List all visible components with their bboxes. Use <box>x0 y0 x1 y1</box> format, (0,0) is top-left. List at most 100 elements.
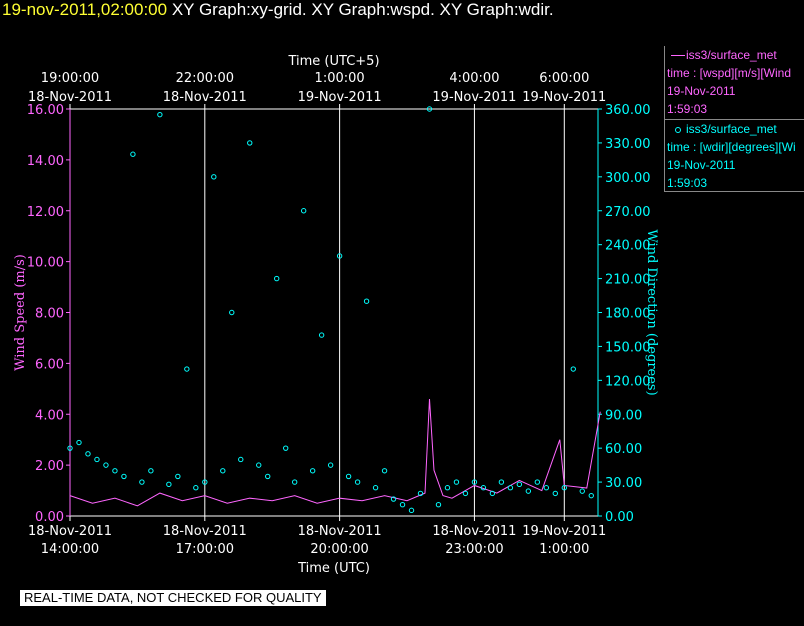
wdir-point <box>498 479 505 485</box>
top-tick-date: 18-Nov-2011 <box>163 90 247 105</box>
bottom-tick-date: 19-Nov-2011 <box>522 524 606 539</box>
left-tick-label: 16.00 <box>27 103 64 118</box>
top-tick-time: 6:00:00 <box>539 71 589 86</box>
wspd-series-line <box>69 398 601 507</box>
top-tick-time: 22:00:00 <box>176 71 234 86</box>
legend-wdir-var: time : [wdir][degrees][Wi <box>667 140 796 154</box>
graph-title: 19-nov-2011,02:00:00 XY Graph:xy-grid. X… <box>2 0 554 20</box>
quality-disclaimer: REAL-TIME DATA, NOT CHECKED FOR QUALITY <box>20 590 326 606</box>
bottom-tick-time: 17:00:00 <box>176 542 234 557</box>
bottom-tick-date: 18-Nov-2011 <box>28 524 112 539</box>
right-tick-label: 60.00 <box>605 442 642 457</box>
x-axis-label: Time (UTC) <box>297 561 370 576</box>
top-tick-time: 1:00:00 <box>315 71 365 86</box>
right-tick-label: 240.00 <box>605 239 651 254</box>
wdir-point <box>318 332 325 338</box>
wdir-point <box>139 479 145 485</box>
wdir-point <box>175 473 181 480</box>
right-tick-label: 30.00 <box>605 476 642 491</box>
wdir-point <box>309 468 316 474</box>
wdir-point <box>130 151 136 157</box>
wdir-point <box>336 253 343 259</box>
legend-separator <box>665 119 804 120</box>
bottom-tick-time: 23:00:00 <box>445 542 503 557</box>
wdir-point <box>166 481 172 488</box>
wdir-point <box>327 462 334 468</box>
wdir-point <box>211 174 217 180</box>
wdir-point <box>534 479 541 485</box>
legend-wdir: iss3/surface_met time : [wdir][degrees][… <box>664 120 804 192</box>
left-tick-label: 8.00 <box>35 307 64 322</box>
wdir-point <box>489 490 496 497</box>
wdir-point <box>426 106 433 112</box>
top-tick-date: 18-Nov-2011 <box>28 90 112 105</box>
wdir-point <box>103 462 109 468</box>
wdir-point <box>507 485 514 491</box>
wdir-point <box>229 309 235 316</box>
left-tick-label: 14.00 <box>27 154 64 169</box>
x2-axis-label: Time (UTC+5) <box>287 54 379 69</box>
wdir-point <box>184 366 190 372</box>
wdir-point <box>399 501 406 508</box>
legend-wspd-time: 1:59:03 <box>667 102 708 116</box>
wdir-point <box>363 298 370 304</box>
legend-wspd-name: iss3/surface_met <box>686 48 777 62</box>
wdir-point <box>157 111 163 118</box>
wdir-point <box>291 479 298 485</box>
right-tick-label: 0.00 <box>605 510 634 525</box>
wdir-point <box>94 456 100 463</box>
wdir-point <box>417 490 424 497</box>
wdir-point <box>525 488 532 494</box>
bottom-tick-date: 18-Nov-2011 <box>298 524 382 539</box>
wdir-point <box>282 445 289 451</box>
right-tick-label: 150.00 <box>605 340 651 355</box>
right-tick-label: 120.00 <box>605 374 651 389</box>
legend-wdir-name: iss3/surface_met <box>686 122 777 136</box>
right-tick-label: 360.00 <box>605 103 651 118</box>
right-tick-label: 270.00 <box>605 205 651 220</box>
left-tick-label: 4.00 <box>35 408 64 423</box>
wdir-point <box>274 275 280 282</box>
legend-wspd: iss3/surface_met time : [wspd][m/s][Wind… <box>664 46 804 120</box>
top-tick-date: 19-Nov-2011 <box>522 90 606 105</box>
left-tick-label: 0.00 <box>35 510 64 525</box>
wdir-point <box>444 485 451 491</box>
wdir-point <box>471 479 478 485</box>
wdir-dot-swatch <box>675 126 681 133</box>
wdir-point <box>193 485 199 491</box>
wdir-point <box>67 445 73 451</box>
wdir-point <box>247 140 253 146</box>
right-tick-label: 90.00 <box>605 408 642 423</box>
left-axis-label: Wind Speed (m/s) <box>13 254 28 371</box>
wdir-point <box>300 208 307 214</box>
legend-wdir-date: 19-Nov-2011 <box>667 158 736 172</box>
wdir-point <box>256 462 262 468</box>
wdir-point <box>354 479 361 485</box>
wdir-point <box>390 496 397 502</box>
wdir-point <box>543 485 550 491</box>
wdir-point <box>238 456 244 463</box>
title-timestamp: 19-nov-2011,02:00:00 <box>2 0 168 19</box>
wdir-point <box>76 439 82 446</box>
title-graphs: XY Graph:xy-grid. XY Graph:wspd. XY Grap… <box>171 0 554 19</box>
right-tick-label: 210.00 <box>605 273 651 288</box>
bottom-tick-time: 14:00:00 <box>41 542 99 557</box>
wdir-point <box>220 468 226 474</box>
bottom-tick-time: 20:00:00 <box>310 542 368 557</box>
top-tick-date: 19-Nov-2011 <box>298 90 382 105</box>
top-tick-time: 19:00:00 <box>41 71 99 86</box>
wdir-point <box>148 468 154 474</box>
wdir-point <box>588 492 594 499</box>
wdir-point <box>381 468 388 474</box>
wdir-point <box>202 479 208 485</box>
legend-wspd-var: time : [wspd][m/s][Wind <box>667 66 792 80</box>
wdir-point <box>435 501 442 508</box>
wdir-point <box>480 485 487 491</box>
wdir-point <box>552 490 559 497</box>
wdir-point <box>121 473 127 480</box>
wdir-point <box>345 473 352 480</box>
wdir-point <box>408 507 415 514</box>
bottom-tick-date: 18-Nov-2011 <box>163 524 247 539</box>
legend-separator <box>665 191 804 192</box>
